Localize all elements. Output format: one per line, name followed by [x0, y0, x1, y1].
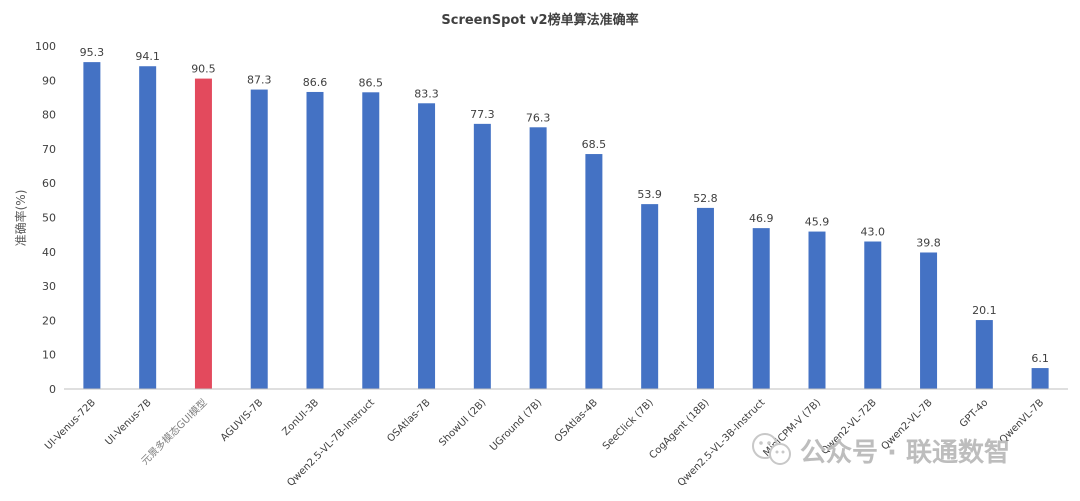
data-label: 86.6 [303, 76, 328, 89]
data-label: 46.9 [749, 212, 774, 225]
chart-title: ScreenSpot v2榜单算法准确率 [441, 12, 638, 28]
bar [752, 228, 770, 389]
y-tick-label: 90 [42, 74, 56, 87]
bar [473, 123, 491, 390]
data-label: 53.9 [637, 188, 662, 201]
bar [194, 78, 212, 390]
bar [529, 127, 547, 389]
watermark: 公众号 · 联通数智 [752, 433, 1010, 468]
bar [975, 320, 993, 389]
data-label: 39.8 [916, 236, 941, 249]
bar [696, 207, 714, 389]
bars [83, 62, 1049, 390]
bar [362, 92, 380, 390]
y-tick-label: 80 [42, 109, 56, 122]
bar [139, 66, 157, 389]
y-tick-label: 50 [42, 212, 56, 225]
y-axis-label: 准确率(%) [13, 190, 28, 247]
bar [1031, 368, 1049, 389]
y-tick-label: 0 [49, 383, 56, 396]
bar [920, 252, 938, 389]
data-label: 43.0 [861, 226, 886, 239]
y-tick-label: 100 [35, 40, 56, 53]
data-label: 90.5 [191, 63, 216, 76]
bar [306, 91, 324, 389]
y-axis-ticks: 0 10 20 30 40 50 60 70 80 90 100 [35, 40, 56, 396]
y-tick-label: 30 [42, 280, 56, 293]
data-label: 6.1 [1031, 352, 1049, 365]
data-label: 20.1 [972, 304, 997, 317]
value-labels: 95.3 94.1 90.5 87.3 86.6 86.5 83.3 77.3 76.3 68.5… [80, 46, 1049, 365]
data-label: 94.1 [135, 50, 160, 63]
y-tick-label: 20 [42, 314, 56, 327]
watermark-text: 公众号 · 联通数智 [800, 438, 1010, 468]
bar [864, 241, 882, 389]
bar [808, 231, 826, 389]
bar [585, 154, 603, 389]
data-label: 86.5 [359, 76, 384, 89]
data-label: 83.3 [414, 87, 439, 100]
y-tick-label: 40 [42, 246, 56, 259]
wechat-icon [752, 433, 791, 465]
data-label: 76.3 [526, 111, 551, 124]
data-label: 87.3 [247, 74, 272, 87]
data-label: 77.3 [470, 108, 495, 121]
y-tick-label: 70 [42, 143, 56, 156]
y-tick-label: 10 [42, 349, 56, 362]
data-label: 68.5 [582, 138, 607, 151]
bar [250, 89, 268, 389]
y-tick-label: 60 [42, 177, 56, 190]
data-label: 95.3 [80, 46, 105, 59]
data-label: 52.8 [693, 192, 718, 205]
bar [641, 204, 659, 389]
data-label: 45.9 [805, 216, 830, 229]
bar [83, 62, 101, 389]
bar [418, 103, 436, 389]
